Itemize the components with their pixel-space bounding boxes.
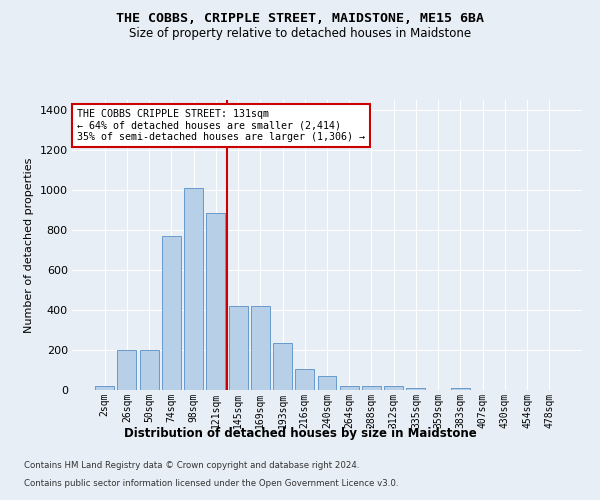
Bar: [362, 386, 381, 390]
Bar: [229, 306, 248, 390]
Text: Contains public sector information licensed under the Open Government Licence v3: Contains public sector information licen…: [24, 478, 398, 488]
Bar: [295, 369, 314, 390]
Bar: [451, 388, 470, 390]
Y-axis label: Number of detached properties: Number of detached properties: [24, 158, 34, 332]
Bar: [140, 350, 158, 390]
Bar: [162, 236, 181, 390]
Bar: [273, 343, 292, 390]
Text: Distribution of detached houses by size in Maidstone: Distribution of detached houses by size …: [124, 428, 476, 440]
Text: Contains HM Land Registry data © Crown copyright and database right 2024.: Contains HM Land Registry data © Crown c…: [24, 461, 359, 470]
Text: THE COBBS, CRIPPLE STREET, MAIDSTONE, ME15 6BA: THE COBBS, CRIPPLE STREET, MAIDSTONE, ME…: [116, 12, 484, 26]
Bar: [340, 386, 359, 390]
Bar: [384, 386, 403, 390]
Text: Size of property relative to detached houses in Maidstone: Size of property relative to detached ho…: [129, 28, 471, 40]
Bar: [184, 188, 203, 390]
Bar: [251, 306, 270, 390]
Text: THE COBBS CRIPPLE STREET: 131sqm
← 64% of detached houses are smaller (2,414)
35: THE COBBS CRIPPLE STREET: 131sqm ← 64% o…: [77, 108, 365, 142]
Bar: [118, 350, 136, 390]
Bar: [406, 388, 425, 390]
Bar: [317, 376, 337, 390]
Bar: [206, 213, 225, 390]
Bar: [95, 386, 114, 390]
